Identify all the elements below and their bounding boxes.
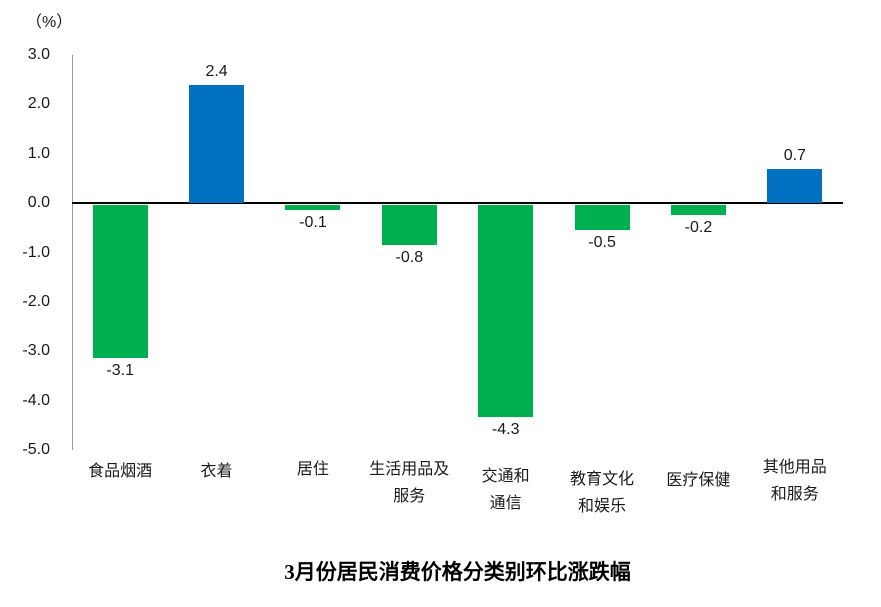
plot-area: 3.0 2.0 1.0 0.0 -1.0 -2.0 -3.0 -4.0 -5.0 -3.1 2.4…: [22, 46, 843, 515]
y-tick-label: -3.0: [22, 342, 50, 360]
y-tick-label: 1.0: [27, 144, 50, 162]
y-tick-label: -1.0: [22, 243, 50, 261]
y-tick-label: 3.0: [27, 46, 50, 63]
zero-baseline: [72, 202, 843, 204]
category-label: 食品烟酒: [88, 463, 153, 480]
bar-value-label: -4.3: [491, 421, 520, 439]
bar: [381, 205, 437, 245]
chart-title: 3月份居民消费价格分类别环比涨跌幅: [284, 560, 631, 584]
bar-value-label: 0.7: [783, 146, 806, 164]
category-label: 衣着: [200, 463, 233, 480]
bar-value-label: -0.1: [299, 214, 327, 232]
bar: [574, 205, 630, 230]
y-tick-label: -4.0: [22, 391, 50, 409]
bar: [92, 205, 148, 359]
bar: [189, 84, 245, 204]
bar-value-label: -0.2: [684, 219, 713, 236]
category-label: 其他用品 和服务: [762, 459, 827, 503]
category-label: 医疗保健: [666, 472, 731, 489]
y-tick-label: 2.0: [27, 95, 50, 113]
category-label: 居住: [296, 461, 329, 478]
bar: [478, 205, 534, 418]
y-tick-label: 0.0: [27, 194, 50, 212]
bar-value-label: 2.4: [205, 62, 228, 80]
category-label: 生活用品及 服务: [369, 461, 450, 505]
category-label: 教育文化 和娱乐: [570, 471, 635, 515]
bar-value-label: -0.5: [588, 233, 616, 251]
y-axis-unit-label: （%）: [26, 14, 73, 31]
y-tick-label: -5.0: [22, 441, 50, 458]
bar-value-label: -0.8: [395, 248, 424, 266]
bar-value-label: -3.1: [106, 362, 134, 380]
bar: [670, 205, 726, 215]
y-axis-line: [72, 55, 73, 450]
y-tick-label: -2.0: [22, 292, 50, 310]
bar: [285, 205, 341, 211]
bar: [767, 168, 823, 204]
category-label: 交通和 通信: [481, 468, 530, 512]
